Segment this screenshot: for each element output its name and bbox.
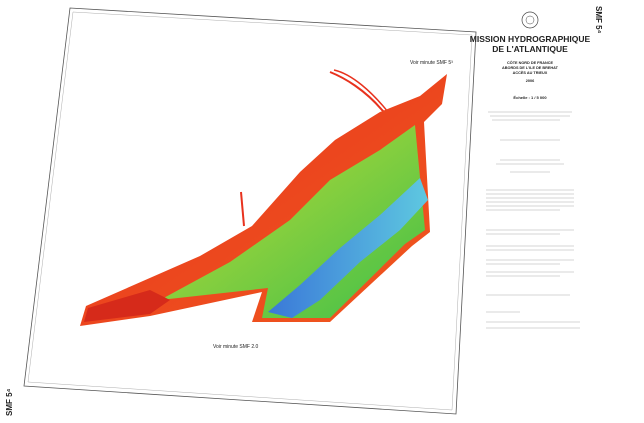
south-ref: Voir minute SMF 2.0: [213, 344, 259, 350]
year: 2006: [526, 79, 534, 83]
sheet-inner-frame: [27, 11, 473, 411]
title: MISSION HYDROGRAPHIQUE: [470, 34, 591, 44]
region: CÔTE NORD DE FRANCE: [507, 60, 553, 65]
survey-track: [329, 71, 393, 121]
bathymetry-channel: [268, 178, 428, 318]
emblem: [525, 15, 535, 25]
sheet-id: SMF 5⁴: [594, 6, 603, 34]
survey-track: [333, 69, 389, 113]
sheet-frame: [23, 7, 477, 415]
emblem: [521, 11, 539, 29]
bathymetry-strip: [84, 290, 170, 322]
scale: Échelle : 1 / 5 000: [513, 95, 547, 100]
title: DE L'ATLANTIQUE: [492, 44, 568, 54]
area: ABORDS DE L'ILE DE BREHAT: [502, 66, 559, 70]
survey-track: [240, 191, 245, 227]
bathymetry-mid: [160, 125, 425, 318]
note-lines: [486, 111, 580, 329]
north-ref: Voir minute SMF 5³: [410, 60, 453, 66]
sheet-id: SMF 5⁴: [5, 388, 14, 416]
area: ACCÈS AU TRIEUX: [513, 70, 548, 75]
